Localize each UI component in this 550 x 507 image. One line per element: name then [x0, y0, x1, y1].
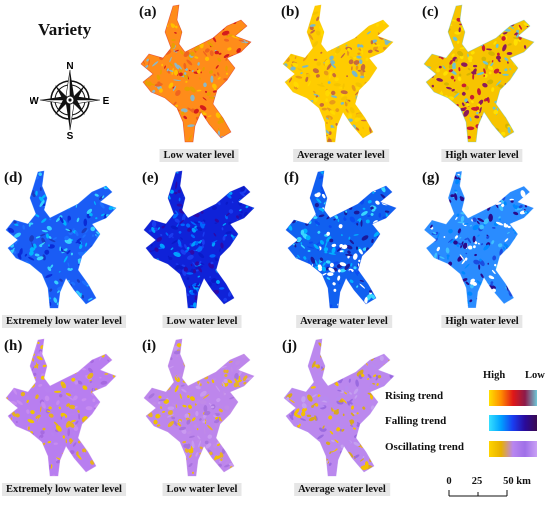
- map-panel: (e) Low water level: [138, 168, 266, 328]
- legend-rising-swatch: [489, 390, 537, 406]
- compass-west: W: [30, 96, 39, 107]
- panel-tag: (b): [281, 4, 300, 20]
- panel-caption: Extremely low water level: [2, 483, 126, 496]
- lake-shape: [283, 5, 393, 142]
- panel-caption: High water level: [441, 315, 523, 328]
- panel-caption: High water level: [441, 149, 523, 162]
- scale-bar-line: [448, 490, 508, 497]
- panel-tag: (e): [142, 170, 159, 186]
- map-panel: (c) High water level: [418, 2, 546, 162]
- panel-caption: Average water level: [296, 315, 392, 328]
- legend-oscillating-label: Oscillating trend: [385, 441, 464, 453]
- map-panel: (d) Extremely low water level: [0, 168, 128, 328]
- lake-map: [423, 4, 535, 143]
- panel-tag: (a): [139, 4, 157, 20]
- map-title: Variety: [38, 20, 92, 39]
- panel-tag: (f): [284, 170, 299, 186]
- compass-east: E: [103, 96, 110, 107]
- legend-high-label: High: [483, 370, 506, 381]
- lake-map: [5, 338, 117, 477]
- panel-tag: (c): [422, 4, 439, 20]
- compass-rose-icon: N S W E: [30, 61, 110, 140]
- panel-caption: Low water level: [162, 483, 242, 496]
- panel-caption: Low water level: [162, 315, 242, 328]
- compass-south: S: [67, 131, 74, 140]
- map-panel: (i) Low water level: [138, 336, 266, 496]
- lake-map: [282, 4, 394, 143]
- panel-caption: Average water level: [293, 149, 389, 162]
- lake-shape: [284, 339, 394, 476]
- map-panel: (j) Average water level: [278, 336, 406, 496]
- lake-map: [423, 170, 535, 309]
- scale-bar: 0 25 50 km: [437, 476, 547, 502]
- map-panel: (f) Average water level: [280, 168, 408, 328]
- legend-oscillating-swatch: [489, 441, 537, 457]
- lake-shape: [144, 171, 254, 308]
- lake-map: [285, 170, 397, 309]
- lake-shape: [6, 339, 116, 476]
- map-panel: (b) Average water level: [277, 2, 405, 162]
- map-panel: (h) Extremely low water level: [0, 336, 128, 496]
- lake-map: [5, 170, 117, 309]
- panel-tag: (h): [4, 338, 23, 354]
- panel-tag: (d): [4, 170, 23, 186]
- lake-shape: [144, 339, 254, 476]
- scale-tick-50: 50 km: [503, 476, 531, 487]
- lake-map: [283, 338, 395, 477]
- scale-tick-0: 0: [446, 476, 452, 487]
- map-panel: (a) Low water level: [135, 2, 263, 162]
- lake-map: [143, 170, 255, 309]
- lake-map: [140, 4, 252, 143]
- legend: High Low Rising trend Falling trend Osci…: [385, 370, 545, 500]
- panel-caption: Average water level: [294, 483, 390, 496]
- panel-tag: (g): [422, 170, 440, 186]
- compass-north: N: [66, 61, 73, 72]
- lake-map: [143, 338, 255, 477]
- legend-falling-swatch: [489, 415, 537, 431]
- lake-shape: [6, 171, 116, 308]
- legend-rising-label: Rising trend: [385, 390, 444, 402]
- lake-shape: [424, 171, 534, 308]
- legend-falling-label: Falling trend: [385, 415, 447, 427]
- lake-shape: [286, 171, 396, 308]
- legend-low-label: Low: [525, 370, 545, 381]
- map-panel: (g) High water level: [418, 168, 546, 328]
- scale-tick-25: 25: [471, 476, 483, 487]
- panel-tag: (j): [282, 338, 297, 354]
- panel-caption: Low water level: [159, 149, 239, 162]
- panel-tag: (i): [142, 338, 157, 354]
- panel-caption: Extremely low water level: [2, 315, 126, 328]
